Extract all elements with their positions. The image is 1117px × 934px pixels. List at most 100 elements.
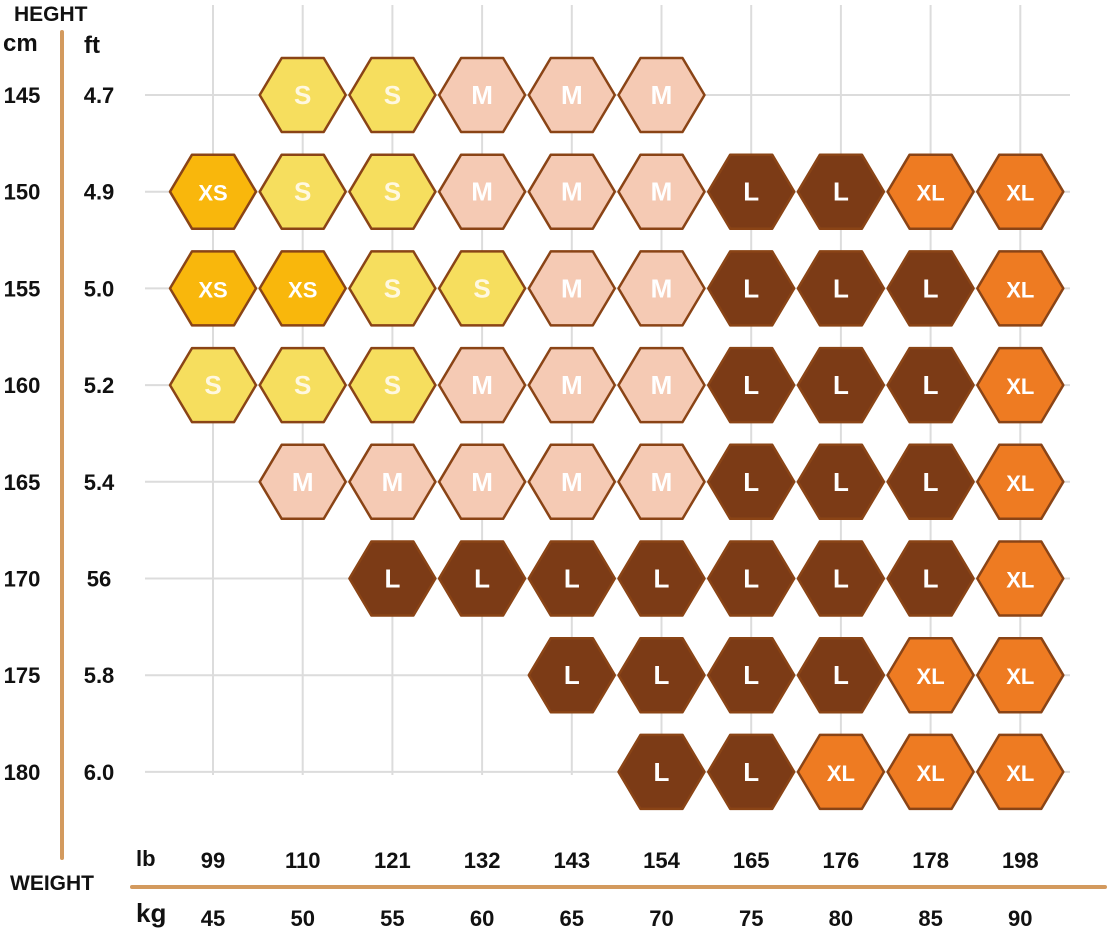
size-label: XL xyxy=(917,664,945,689)
size-cell-xl xyxy=(886,733,975,811)
y-tick-cm: 155 xyxy=(4,276,41,301)
size-cell-xl xyxy=(886,153,975,230)
x-tick-kg: 85 xyxy=(918,906,942,931)
y-tick-cm: 170 xyxy=(4,567,41,592)
size-cell-l xyxy=(706,540,796,617)
size-cell-l xyxy=(437,540,527,617)
size-label: XL xyxy=(1006,664,1034,689)
size-cell-m xyxy=(617,56,706,134)
size-cell-s xyxy=(258,56,347,134)
y-tick-ft: 4.9 xyxy=(84,180,115,205)
size-label: XL xyxy=(917,181,945,206)
size-cell-m xyxy=(527,56,617,134)
y-tick-cm: 150 xyxy=(4,180,41,205)
size-cell-s xyxy=(348,153,437,230)
y-axis-title: HEGHT xyxy=(14,3,88,26)
size-cell-xs xyxy=(258,250,347,327)
size-label: XL xyxy=(1006,568,1034,593)
y-tick-cm: 160 xyxy=(4,373,41,398)
size-cell-l xyxy=(617,636,706,714)
x-tick-kg: 60 xyxy=(470,906,494,931)
size-cell-m xyxy=(617,443,706,521)
size-label: L xyxy=(474,564,490,594)
size-label: L xyxy=(833,177,849,207)
size-cell-m xyxy=(437,56,527,134)
size-label: L xyxy=(564,564,580,594)
size-cell-m xyxy=(437,346,527,424)
size-label: S xyxy=(294,80,311,110)
x-tick-kg: 55 xyxy=(380,906,404,931)
size-cell-l xyxy=(527,540,617,617)
x-tick-lb: 198 xyxy=(1002,848,1039,873)
size-cell-m xyxy=(617,153,706,230)
size-cell-l xyxy=(706,733,796,811)
x-tick-lb: 176 xyxy=(823,848,860,873)
x-tick-lb: 110 xyxy=(285,848,321,873)
size-cell-m xyxy=(437,153,527,230)
y-tick-ft: 5.4 xyxy=(84,470,115,495)
size-cell-m xyxy=(527,250,617,327)
size-label: L xyxy=(833,660,849,690)
size-label: L xyxy=(833,273,849,303)
size-label: M xyxy=(651,467,673,497)
x-tick-lb: 99 xyxy=(201,848,225,873)
size-cell-m xyxy=(258,443,347,521)
size-cell-s xyxy=(348,250,437,327)
size-label: L xyxy=(654,564,670,594)
size-label: L xyxy=(743,273,759,303)
size-label: L xyxy=(384,564,400,594)
size-label: S xyxy=(473,273,490,303)
size-label: L xyxy=(833,370,849,400)
size-label: XS xyxy=(198,181,227,206)
size-cell-m xyxy=(527,153,617,230)
size-label: M xyxy=(561,370,583,400)
y-tick-ft: 5.0 xyxy=(84,276,115,301)
size-cell-l xyxy=(706,443,796,521)
size-cell-l xyxy=(706,636,796,714)
x-unit-lb: lb xyxy=(136,846,156,871)
size-cell-s xyxy=(348,56,437,134)
size-label: L xyxy=(923,370,939,400)
y-tick-ft: 5.2 xyxy=(84,373,115,398)
x-tick-kg: 75 xyxy=(739,906,763,931)
size-label: XS xyxy=(198,277,227,302)
size-cell-xs xyxy=(168,153,258,230)
size-label: S xyxy=(294,177,311,207)
size-cell-xl xyxy=(976,346,1065,424)
x-axis-title: WEIGHT xyxy=(10,872,94,895)
size-cell-l xyxy=(706,250,796,327)
size-cell-xs xyxy=(168,250,258,327)
size-label: S xyxy=(384,177,401,207)
size-label: L xyxy=(743,564,759,594)
size-cell-m xyxy=(617,250,706,327)
size-label: M xyxy=(651,80,673,110)
size-label: XL xyxy=(1006,761,1034,786)
size-cell-l xyxy=(617,540,706,617)
x-tick-kg: 65 xyxy=(560,906,584,931)
y-tick-ft: 56 xyxy=(87,567,111,592)
size-label: XL xyxy=(1006,277,1034,302)
size-label: L xyxy=(833,564,849,594)
size-label: XL xyxy=(1006,471,1034,496)
size-label: L xyxy=(833,467,849,497)
size-label: L xyxy=(923,564,939,594)
size-label: S xyxy=(204,370,221,400)
size-label: M xyxy=(651,370,673,400)
size-label: M xyxy=(561,177,583,207)
size-label: M xyxy=(561,467,583,497)
size-cell-m xyxy=(617,346,706,424)
size-label: L xyxy=(743,370,759,400)
size-cell-l xyxy=(796,636,886,714)
size-label: S xyxy=(384,80,401,110)
x-tick-lb: 154 xyxy=(643,848,680,873)
size-label: L xyxy=(743,467,759,497)
size-label: M xyxy=(561,273,583,303)
x-tick-lb: 132 xyxy=(464,848,501,873)
y-tick-ft: 6.0 xyxy=(84,760,115,785)
size-label: M xyxy=(471,467,493,497)
x-tick-kg: 90 xyxy=(1008,906,1032,931)
size-label: M xyxy=(292,467,314,497)
x-tick-lb: 143 xyxy=(553,848,590,873)
size-label: XL xyxy=(1006,181,1034,206)
